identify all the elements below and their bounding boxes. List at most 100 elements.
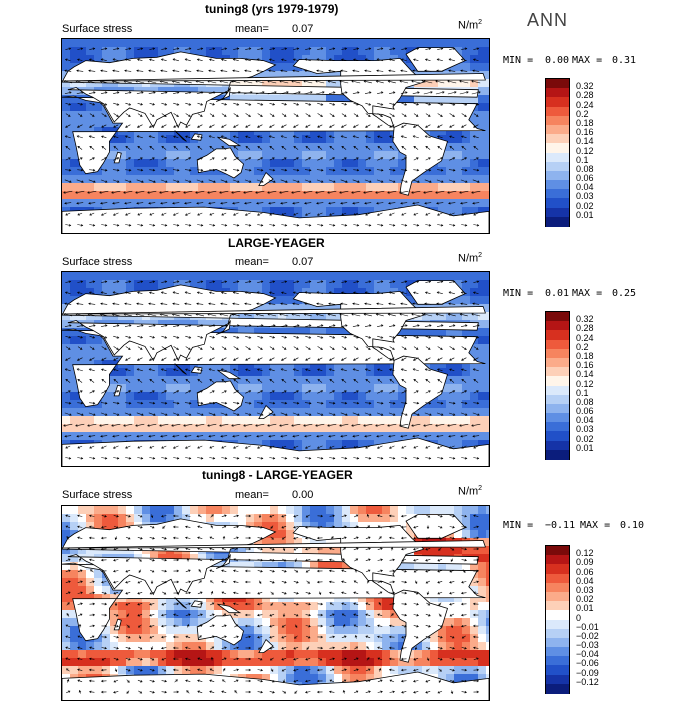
field-cell bbox=[94, 103, 103, 112]
field-cell bbox=[366, 368, 375, 377]
field-cell bbox=[238, 143, 247, 152]
panel-1-map-svg bbox=[62, 39, 489, 233]
field-cell bbox=[422, 39, 431, 48]
field-cell bbox=[486, 320, 489, 329]
field-cell bbox=[470, 416, 479, 425]
field-cell bbox=[462, 63, 471, 72]
field-cell bbox=[366, 392, 375, 401]
field-cell bbox=[166, 400, 175, 409]
field-cell bbox=[166, 272, 175, 281]
field-cell bbox=[238, 384, 247, 393]
field-cell bbox=[302, 159, 311, 168]
field-cell bbox=[246, 392, 255, 401]
field-cell bbox=[126, 159, 135, 168]
field-cell bbox=[302, 183, 311, 192]
field-cell bbox=[142, 183, 151, 192]
field-cell bbox=[374, 183, 383, 192]
field-cell bbox=[214, 280, 223, 289]
field-cell bbox=[262, 384, 271, 393]
field-cell bbox=[254, 159, 263, 168]
field-cell bbox=[302, 392, 311, 401]
field-cell bbox=[78, 416, 87, 425]
field-cell bbox=[302, 416, 311, 425]
field-cell bbox=[366, 183, 375, 192]
field-cell bbox=[110, 280, 119, 289]
field-cell bbox=[486, 336, 489, 345]
field-cell bbox=[438, 39, 447, 48]
field-cell bbox=[438, 183, 447, 192]
field-cell bbox=[150, 272, 159, 281]
panel-1-mean-value: 0.07 bbox=[292, 23, 313, 35]
field-cell bbox=[342, 39, 351, 48]
field-cell bbox=[358, 47, 367, 56]
field-cell bbox=[382, 39, 391, 48]
field-cell bbox=[478, 376, 487, 385]
field-cell bbox=[342, 416, 351, 425]
field-cell bbox=[270, 135, 279, 144]
field-cell bbox=[166, 416, 175, 425]
field-cell bbox=[94, 352, 103, 361]
field-cell bbox=[326, 159, 335, 168]
field-cell bbox=[454, 207, 463, 216]
field-cell bbox=[166, 39, 175, 48]
field-cell bbox=[142, 384, 151, 393]
field-cell bbox=[350, 272, 359, 281]
field-cell bbox=[470, 272, 479, 281]
field-cell bbox=[366, 272, 375, 281]
field-cell bbox=[478, 336, 487, 345]
field-cell bbox=[382, 384, 391, 393]
field-cell bbox=[70, 103, 79, 112]
field-cell bbox=[454, 384, 463, 393]
field-cell bbox=[398, 39, 407, 48]
field-cell bbox=[382, 143, 391, 152]
field-cell bbox=[254, 392, 263, 401]
field-cell bbox=[182, 272, 191, 281]
field-cell bbox=[62, 111, 71, 120]
field-cell bbox=[230, 47, 239, 56]
field-cell bbox=[342, 135, 351, 144]
field-cell bbox=[470, 183, 479, 192]
field-cell bbox=[222, 39, 231, 48]
field-cell bbox=[438, 400, 447, 409]
field-cell bbox=[390, 416, 399, 425]
field-cell bbox=[278, 39, 287, 48]
field-cell bbox=[270, 55, 279, 64]
field-cell bbox=[166, 183, 175, 192]
field-cell bbox=[118, 39, 127, 48]
field-cell bbox=[158, 183, 167, 192]
field-cell bbox=[158, 416, 167, 425]
field-cell bbox=[206, 39, 215, 48]
field-cell bbox=[270, 416, 279, 425]
colorbar-segment bbox=[546, 217, 569, 227]
field-cell bbox=[94, 336, 103, 345]
field-cell bbox=[286, 440, 295, 449]
field-cell bbox=[238, 416, 247, 425]
field-cell bbox=[342, 167, 351, 176]
field-cell bbox=[118, 416, 127, 425]
field-cell bbox=[102, 183, 111, 192]
field-cell bbox=[462, 368, 471, 377]
field-cell bbox=[230, 272, 239, 281]
field-cell bbox=[326, 47, 335, 56]
field-cell bbox=[94, 416, 103, 425]
field-cell bbox=[150, 39, 159, 48]
field-cell bbox=[110, 272, 119, 281]
field-cell bbox=[478, 432, 487, 441]
field-cell bbox=[70, 416, 79, 425]
field-cell bbox=[110, 416, 119, 425]
field-cell bbox=[478, 39, 487, 48]
panel-2-mean-value: 0.07 bbox=[292, 256, 313, 268]
field-cell bbox=[486, 272, 489, 281]
field-cell bbox=[86, 416, 95, 425]
field-cell bbox=[262, 39, 271, 48]
field-cell bbox=[486, 191, 489, 200]
field-cell bbox=[486, 328, 489, 337]
panel-2-map bbox=[61, 271, 490, 467]
field-cell bbox=[70, 159, 79, 168]
field-cell bbox=[334, 47, 343, 56]
field-cell bbox=[270, 159, 279, 168]
field-cell bbox=[70, 280, 79, 289]
field-cell bbox=[382, 183, 391, 192]
field-cell bbox=[334, 167, 343, 176]
field-cell bbox=[486, 159, 489, 168]
